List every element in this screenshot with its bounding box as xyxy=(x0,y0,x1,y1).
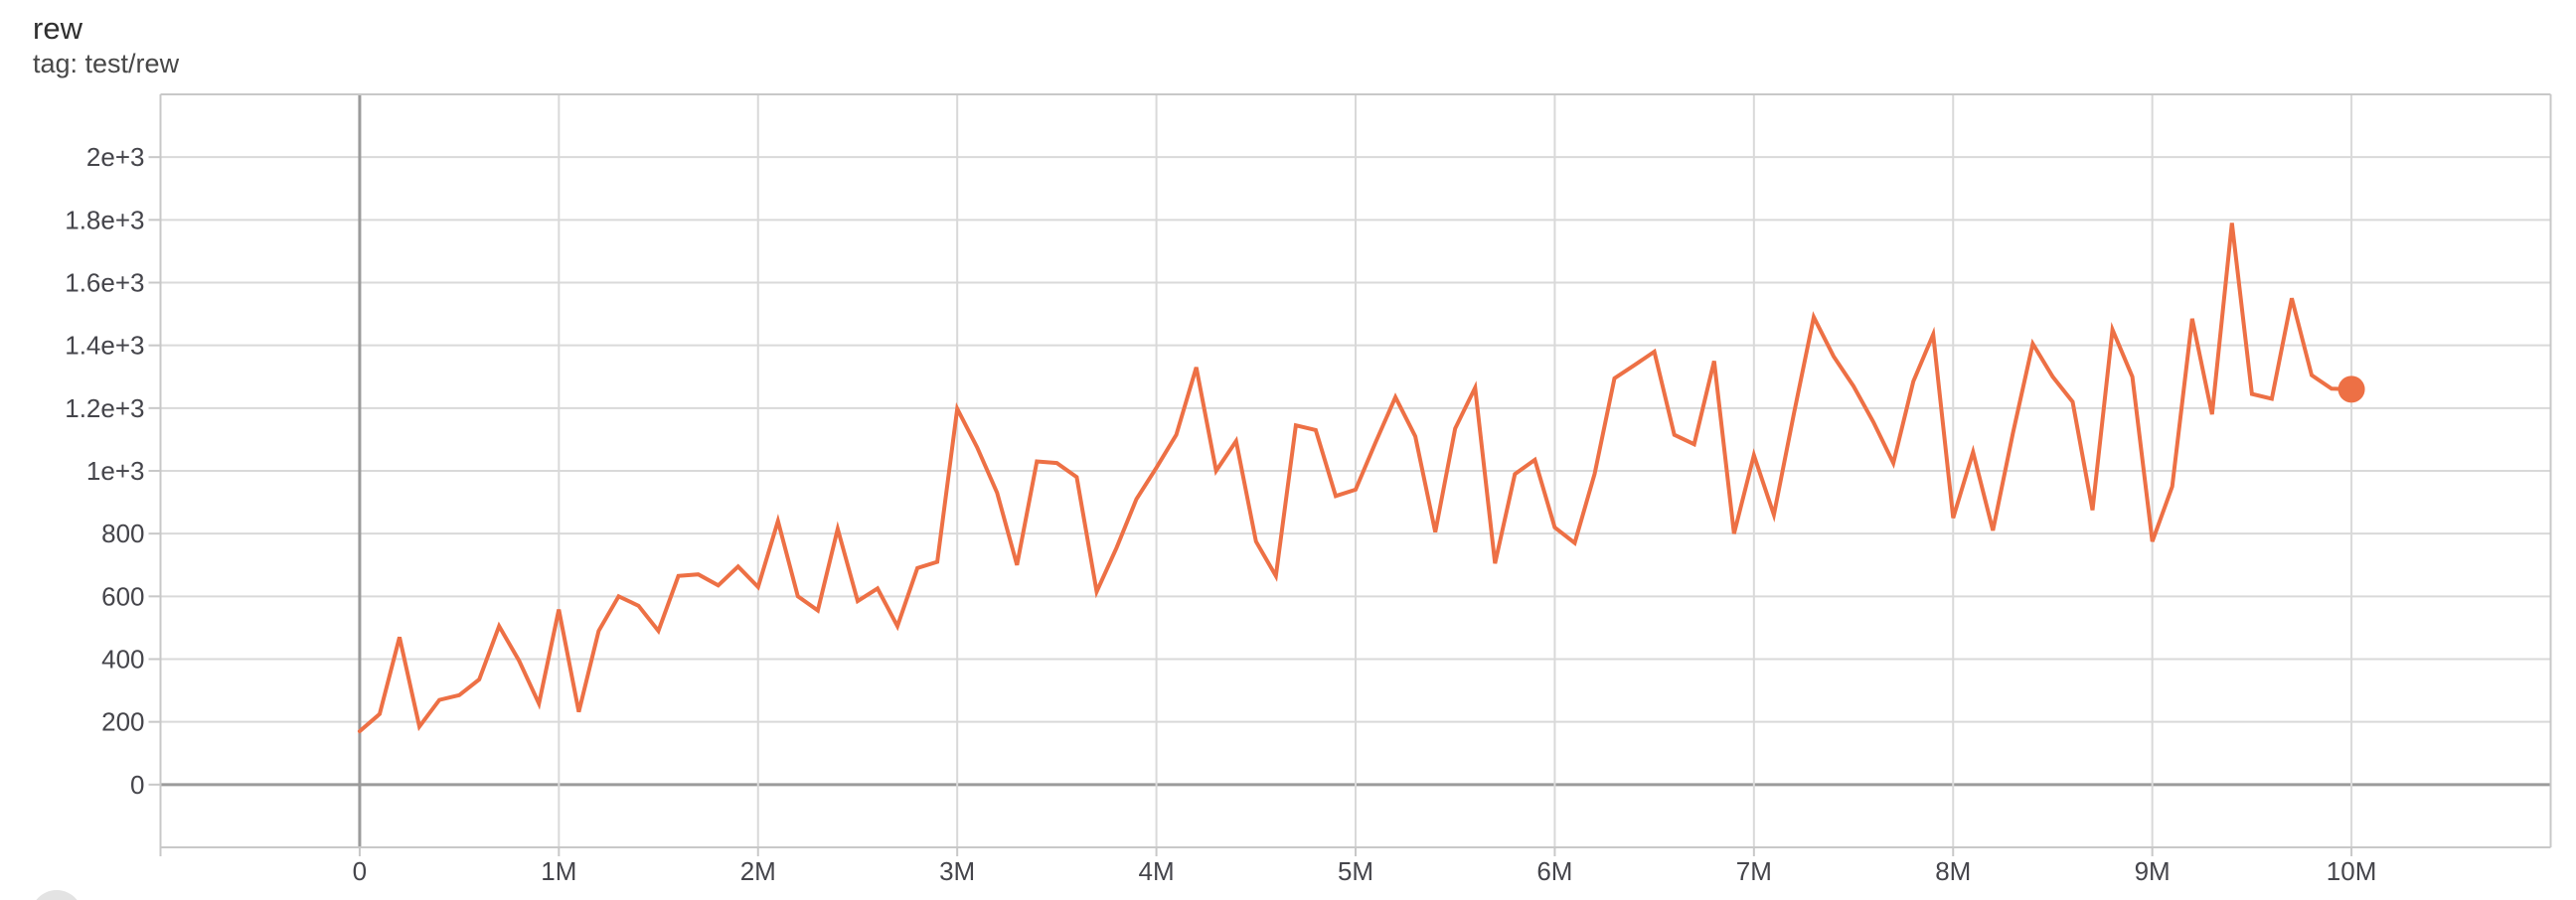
y-tick-label: 200 xyxy=(101,707,144,737)
chart-tag-subtitle: tag: test/rew xyxy=(33,49,180,78)
y-tick-label: 1.4e+3 xyxy=(65,331,144,361)
series-end-point-marker[interactable] xyxy=(2337,375,2365,403)
y-tick-label: 1.8e+3 xyxy=(65,205,144,234)
x-tick-label: 8M xyxy=(1935,856,1971,886)
x-tick-label: 2M xyxy=(740,856,776,886)
x-tick-label: 5M xyxy=(1338,856,1373,886)
y-tick-label: 1.6e+3 xyxy=(65,268,144,298)
y-tick-label: 1e+3 xyxy=(86,456,145,486)
x-tick-label: 7M xyxy=(1736,856,1772,886)
y-tick-label: 1.2e+3 xyxy=(65,393,144,423)
x-tick-label: 1M xyxy=(541,856,576,886)
x-tick-label: 4M xyxy=(1139,856,1175,886)
chart-title: rew xyxy=(33,11,82,46)
y-tick-label: 600 xyxy=(101,581,144,611)
y-tick-label: 0 xyxy=(130,770,144,800)
y-tick-label: 2e+3 xyxy=(86,142,145,172)
partially-visible-button-circle[interactable] xyxy=(31,890,82,900)
x-tick-label: 9M xyxy=(2135,856,2171,886)
y-tick-label: 800 xyxy=(101,519,144,548)
x-tick-label: 10M xyxy=(2327,856,2377,886)
y-tick-label: 400 xyxy=(101,645,144,675)
x-tick-label: 6M xyxy=(1536,856,1572,886)
series-line[interactable] xyxy=(357,223,2354,734)
x-tick-label: 0 xyxy=(353,856,367,886)
x-tick-label: 3M xyxy=(939,856,975,886)
